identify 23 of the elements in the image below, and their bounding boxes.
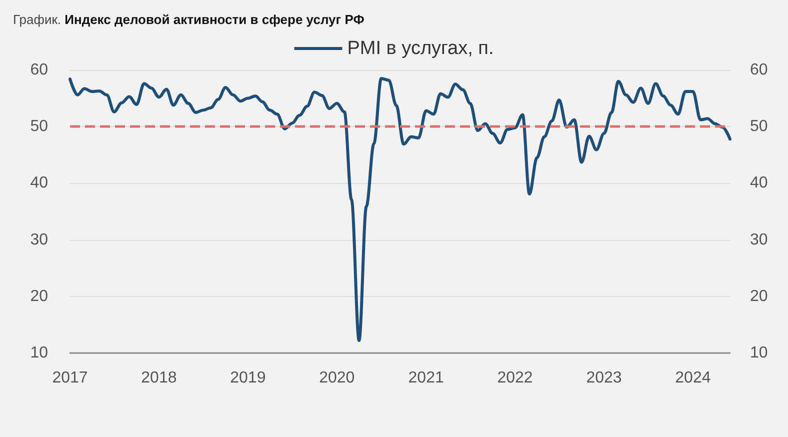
- line-series: [68, 76, 732, 342]
- x-tick-label: 2018: [141, 370, 177, 386]
- y2-tick-label: 40: [750, 174, 768, 192]
- x-tick-label: 2023: [586, 370, 622, 386]
- y-tick-label: 10: [30, 344, 48, 362]
- y-tick-label: 50: [30, 118, 48, 136]
- y2-tick-label: 10: [750, 344, 768, 362]
- y2-tick-label: 60: [750, 62, 768, 78]
- x-tick-label: 2017: [52, 370, 88, 386]
- x-tick-label: 2020: [319, 370, 355, 386]
- chart-title: График. Индекс деловой активности в сфере услуг РФ: [13, 12, 364, 27]
- y2-tick-label: 20: [750, 288, 768, 305]
- x-tick-label: 2019: [230, 370, 266, 386]
- x-tick-label: 2022: [497, 370, 533, 386]
- y2-tick-label: 50: [750, 118, 768, 136]
- y-tick-label: 40: [30, 174, 48, 192]
- y-tick-label: 30: [30, 231, 48, 248]
- y-tick-label: 20: [30, 288, 48, 305]
- y2-tick-label: 30: [750, 231, 768, 248]
- y-tick-label: 60: [30, 62, 48, 78]
- x-tick-label: 2024: [675, 370, 711, 386]
- x-tick-label: 2021: [408, 370, 444, 386]
- legend-label: PMI в услугах, п.: [347, 38, 494, 59]
